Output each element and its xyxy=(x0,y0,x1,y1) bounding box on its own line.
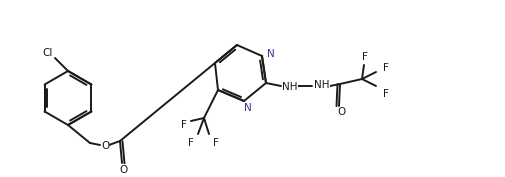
Text: O: O xyxy=(120,165,128,175)
Text: F: F xyxy=(362,52,368,62)
Text: F: F xyxy=(213,138,219,148)
Text: NH: NH xyxy=(314,80,330,90)
Text: Cl: Cl xyxy=(43,48,53,58)
Text: O: O xyxy=(101,141,109,151)
Text: N: N xyxy=(244,103,252,113)
Text: N: N xyxy=(267,49,275,59)
Text: F: F xyxy=(188,138,194,148)
Text: F: F xyxy=(383,63,389,73)
Text: NH: NH xyxy=(282,82,298,92)
Text: F: F xyxy=(181,120,187,130)
Text: O: O xyxy=(337,107,345,117)
Text: F: F xyxy=(383,89,389,99)
